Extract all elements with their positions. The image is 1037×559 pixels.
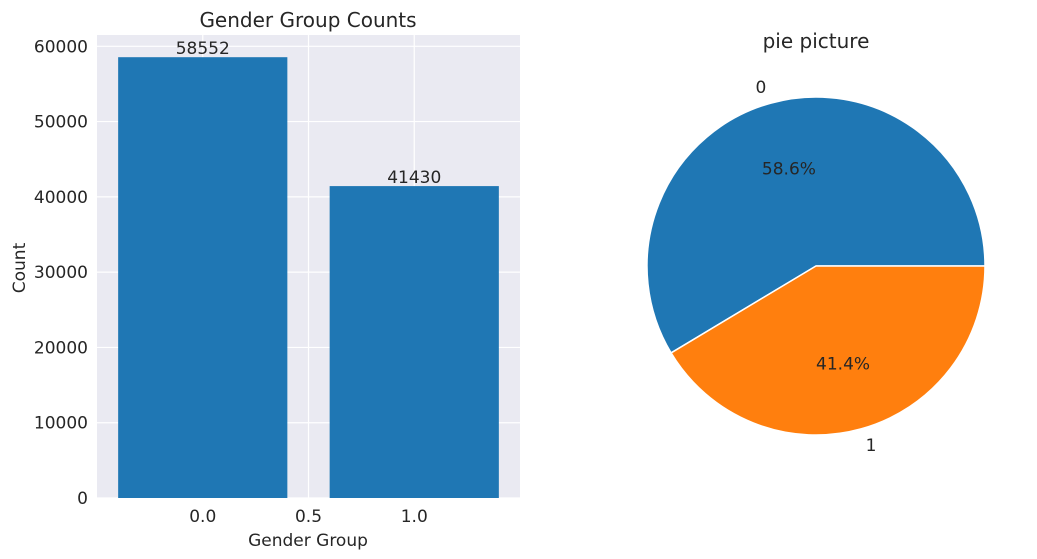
pie-chart: pie picture 0 58.6% 1 41.4% xyxy=(646,29,986,456)
y-tick-label: 10000 xyxy=(34,414,88,434)
bar-value-label: 41430 xyxy=(387,168,441,188)
y-tick-label: 60000 xyxy=(34,37,88,57)
x-tick-label: 0.0 xyxy=(189,507,216,527)
bar-marks xyxy=(118,57,499,499)
x-tick-label: 1.0 xyxy=(401,507,428,527)
bar-chart: 58552 41430 0 10000 20000 30000 40000 50000 600… xyxy=(10,8,520,551)
pie-percent-label: 58.6% xyxy=(762,159,816,179)
pie-category-label: 1 xyxy=(866,436,877,456)
pie-chart-title: pie picture xyxy=(763,29,870,53)
bar-x-axis-label: Gender Group xyxy=(248,531,368,551)
pie-slice xyxy=(670,265,986,436)
bar-x-tick-labels: 0.0 0.5 1.0 xyxy=(189,507,428,527)
pie-category-label: 0 xyxy=(756,78,767,98)
y-tick-label: 0 xyxy=(77,489,88,509)
bar xyxy=(329,186,499,498)
bar-y-axis-label: Count xyxy=(10,242,30,293)
pie-slice xyxy=(646,96,986,354)
bar-data-labels: 58552 41430 xyxy=(176,39,442,188)
y-tick-label: 30000 xyxy=(34,263,88,283)
bar xyxy=(118,57,288,499)
pie-slices xyxy=(646,96,986,436)
pie-labels: 0 58.6% 1 41.4% xyxy=(756,78,877,456)
bar-value-label: 58552 xyxy=(176,39,230,59)
bar-chart-title: Gender Group Counts xyxy=(199,8,416,32)
y-tick-label: 50000 xyxy=(34,113,88,133)
pie-percent-label: 41.4% xyxy=(816,355,870,375)
y-tick-label: 20000 xyxy=(34,338,88,358)
y-tick-label: 40000 xyxy=(34,188,88,208)
x-tick-label: 0.5 xyxy=(295,507,322,527)
bar-y-tick-labels: 0 10000 20000 30000 40000 50000 60000 xyxy=(34,37,88,509)
